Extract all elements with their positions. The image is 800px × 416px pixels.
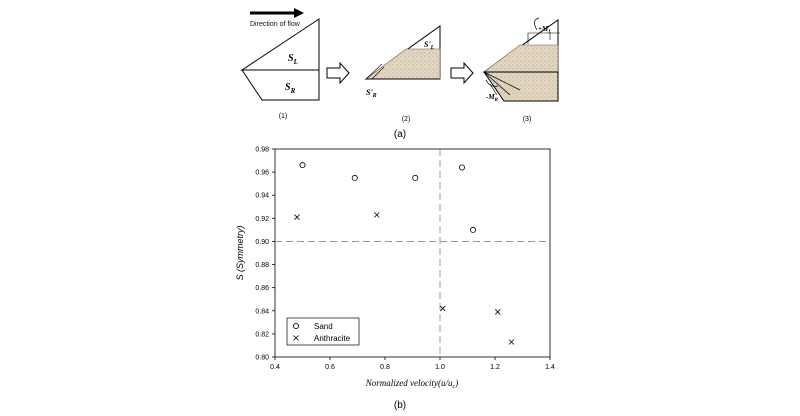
step1-lower-label: SR xyxy=(285,82,296,95)
step3-number: (3) xyxy=(523,116,532,123)
legend-sand-marker xyxy=(292,322,299,329)
panel-b-caption: (b) xyxy=(394,400,406,411)
anthracite-point xyxy=(439,305,446,312)
y-tick-label: 0.80 xyxy=(255,355,269,362)
x-tick-label: 0.4 xyxy=(270,364,280,371)
data-points xyxy=(294,162,515,345)
y-axis-ticks: 0.80 0.82 0.84 0.86 0.88 0.90 0.92 0.94 0.96 0.98 xyxy=(255,147,275,362)
flow-label: Direction of flow xyxy=(250,21,301,28)
panel-a-caption: (a) xyxy=(394,129,406,140)
legend-sand-label: Sand xyxy=(314,322,333,331)
anthracite-point xyxy=(373,212,380,218)
sand-point xyxy=(412,174,419,181)
x-tick-label: 0.8 xyxy=(380,364,390,371)
x-tick-label: 1.0 xyxy=(435,364,445,371)
step2-number: (2) xyxy=(402,116,411,123)
step2-diagram: S'L S'R (2) xyxy=(364,25,441,123)
anthracite-point xyxy=(494,309,501,315)
step3-lower-label: -MR xyxy=(486,93,499,103)
flow-arrow-icon xyxy=(250,8,304,18)
sand-point xyxy=(458,164,465,171)
y-tick-label: 0.96 xyxy=(255,170,269,177)
x-axis-title: Normalized velocity(u/uc) xyxy=(365,378,458,390)
y-tick-label: 0.98 xyxy=(255,147,269,154)
sand-point xyxy=(351,174,358,181)
x-tick-label: 0.6 xyxy=(325,364,335,371)
anthracite-point xyxy=(294,214,300,220)
panel-a: Direction of flow SL SR (1) S'L S'R (2) xyxy=(240,8,560,140)
step1-number: (1) xyxy=(279,113,288,120)
y-tick-label: 0.92 xyxy=(255,216,269,223)
plot-area xyxy=(274,148,551,358)
symmetry-chart: 0.4 0.6 0.8 1.0 1.2 1.4 0.800.820.840.860.880… xyxy=(235,147,555,412)
step-arrow-1-icon xyxy=(326,61,350,85)
step1-upper-label: SL xyxy=(288,53,298,66)
legend-anthracite-label: Anthracite xyxy=(314,334,351,343)
x-tick-label: 1.4 xyxy=(545,364,555,371)
step1-diagram: SL SR (1) xyxy=(240,18,320,120)
step2-upper-label: S'L xyxy=(424,40,435,51)
sand-point xyxy=(299,162,306,169)
step3-upper-label: +ML xyxy=(538,25,551,35)
y-tick-label: 0.94 xyxy=(255,193,269,200)
y-tick-label: 0.88 xyxy=(255,262,269,269)
y-axis-title: S (Symmetry) xyxy=(235,225,245,280)
step-arrow-2-icon xyxy=(450,61,474,85)
x-axis-ticks: 0.4 0.6 0.8 1.0 1.2 1.4 xyxy=(270,357,555,371)
step3-diagram: +ML -MR (3) xyxy=(482,17,560,123)
y-tick-label: 0.90 xyxy=(255,239,269,246)
x-tick-label: 1.2 xyxy=(490,364,500,371)
reference-lines xyxy=(275,149,550,357)
legend-box xyxy=(286,317,360,346)
sand-point xyxy=(469,226,476,233)
anthracite-point xyxy=(508,339,515,345)
y-tick-label: 0.82 xyxy=(255,331,269,338)
y-tick-label: 0.86 xyxy=(255,285,269,292)
step2-lower-label: S'R xyxy=(366,88,377,99)
y-tick-label: 0.84 xyxy=(255,308,269,315)
legend: Sand Anthracite xyxy=(286,317,360,346)
legend-anthracite-marker xyxy=(293,335,299,341)
